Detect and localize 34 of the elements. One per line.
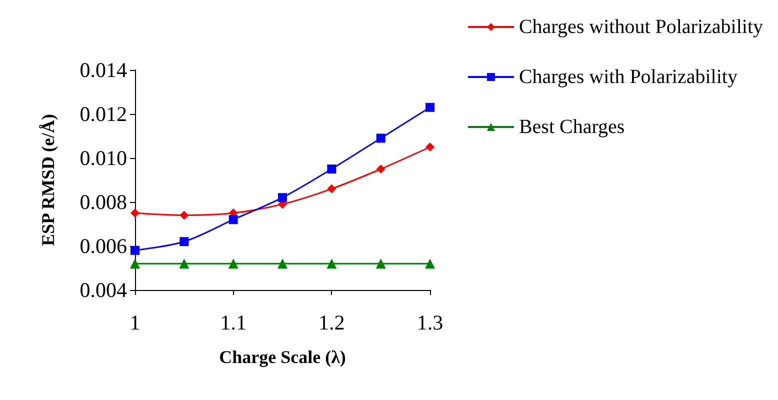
- point: [180, 210, 189, 220]
- point: [326, 258, 337, 269]
- legend-label: Charges with Polarizability: [518, 66, 738, 88]
- point: [425, 258, 435, 269]
- legend-label: Charges without Polarizability: [518, 16, 764, 38]
- point: [180, 237, 189, 246]
- x-tick-label: 1.2: [318, 310, 345, 334]
- y-axis-title: ESP RMSD (e/Å): [38, 114, 58, 246]
- y-tick-label: 0.012: [80, 102, 127, 126]
- legend-label: Best Charges: [518, 116, 625, 138]
- point: [278, 258, 288, 269]
- point: [228, 215, 238, 224]
- y-tick-label: 0.008: [80, 190, 127, 214]
- y-tick-label: 0.010: [80, 146, 127, 170]
- x-tick-label: 1.3: [416, 310, 444, 334]
- point: [130, 208, 140, 218]
- y-tick-label: 0.004: [80, 278, 128, 302]
- x-axis-title: Charge Scale (λ): [219, 347, 346, 367]
- x-tick-label: 1: [130, 310, 140, 334]
- y-tick-label: 0.006: [80, 234, 127, 258]
- point: [426, 102, 434, 112]
- point: [228, 258, 238, 269]
- point: [179, 258, 190, 269]
- y-tick-label: 0.014: [80, 58, 128, 82]
- point: [376, 164, 386, 174]
- point: [130, 258, 140, 269]
- x-tick-label: 1.1: [220, 310, 246, 334]
- point: [327, 164, 336, 174]
- point: [278, 193, 287, 202]
- point: [327, 184, 336, 194]
- point: [426, 142, 434, 152]
- point: [130, 246, 140, 255]
- point: [376, 134, 386, 143]
- point: [376, 258, 386, 269]
